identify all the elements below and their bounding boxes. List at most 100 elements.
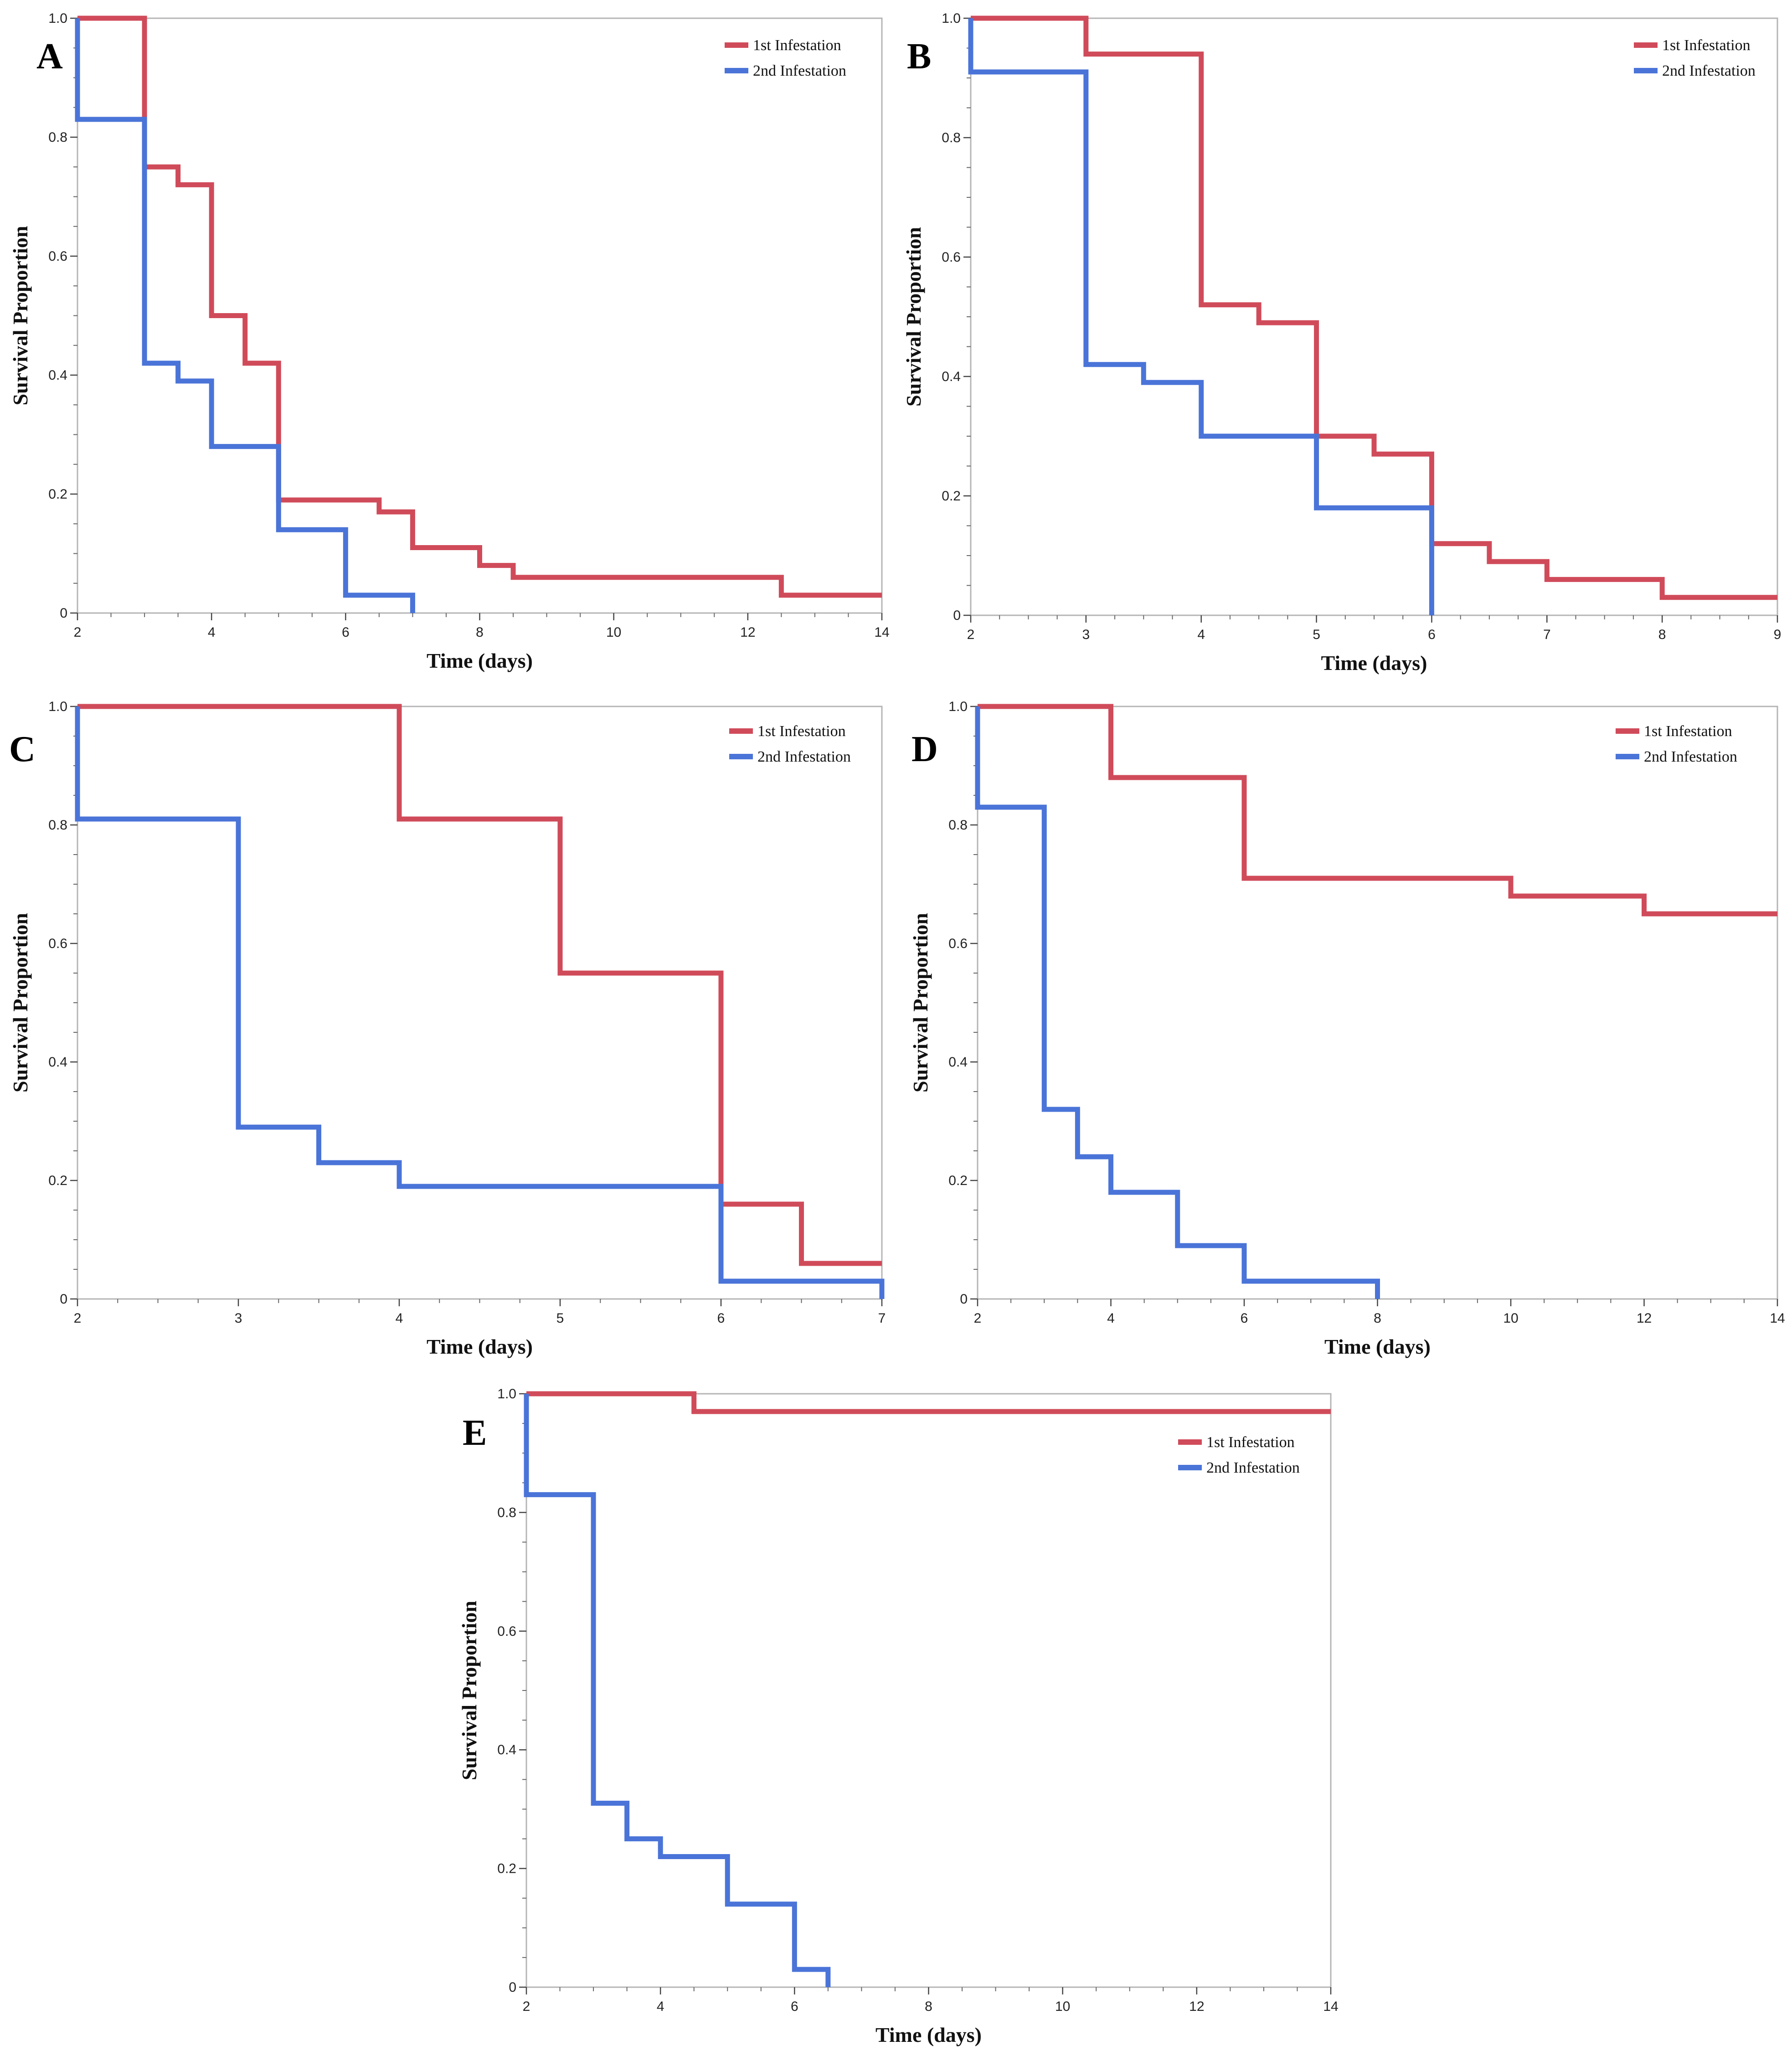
- x-tick-label: 2: [74, 625, 82, 640]
- x-axis-title: Time (days): [427, 649, 533, 672]
- series-first-infestation: [977, 704, 1778, 917]
- plot-frame: [77, 17, 883, 614]
- panel-letter: A: [36, 36, 63, 77]
- legend-label: 2nd Infestation: [1662, 62, 1756, 79]
- survival-curve: [75, 706, 885, 1299]
- y-tick-label: 1.0: [942, 11, 961, 26]
- y-tick-label: 0.8: [497, 1505, 516, 1520]
- panel-letter: B: [907, 36, 931, 77]
- legend-label: 1st Infestation: [1662, 37, 1751, 54]
- survival-curve: [77, 15, 882, 598]
- x-tick-label: 10: [1055, 1999, 1070, 2014]
- legend-label: 1st Infestation: [757, 723, 846, 740]
- survival-curve: [526, 1391, 1331, 1414]
- x-tick-label: 3: [235, 1311, 242, 1326]
- y-axis-title: Survival Proportion: [902, 227, 925, 407]
- legend-label: 1st Infestation: [753, 37, 841, 54]
- series-second-infestation: [975, 706, 1380, 1299]
- x-tick-label: 7: [1543, 627, 1551, 642]
- x-tick-label: 5: [1313, 627, 1320, 642]
- y-tick-label: 0: [60, 606, 67, 621]
- y-tick-label: 0.2: [48, 487, 67, 502]
- x-tick-label: 12: [1189, 1999, 1204, 2014]
- x-tick-label: 6: [791, 1999, 798, 2014]
- x-tick-label: 2: [523, 1999, 530, 2014]
- y-tick-label: 0.6: [942, 250, 961, 265]
- y-tick-label: 0.4: [48, 368, 67, 383]
- x-tick-label: 12: [1637, 1311, 1652, 1326]
- x-tick-label: 9: [1774, 627, 1782, 642]
- survival-curve: [971, 15, 1777, 600]
- plot-frame: [977, 706, 1778, 1300]
- panel-b: 2 3 4 5 6 7 8 9 0 0.2 0.4 0.6 0.8 1.0 Time (days) Survi…: [902, 11, 1781, 675]
- y-tick-label: 0.6: [48, 249, 67, 264]
- legend-label: 2nd Infestation: [753, 62, 846, 79]
- x-axis-title: Time (days): [1321, 651, 1427, 675]
- x-tick-label: 4: [396, 1311, 403, 1326]
- y-tick-label: 0.6: [948, 936, 968, 951]
- legend-label: 2nd Infestation: [1644, 748, 1737, 765]
- y-tick-label: 0.2: [48, 1173, 67, 1188]
- series-second-infestation: [75, 18, 415, 613]
- x-tick-label: 10: [1503, 1311, 1518, 1326]
- survival-curve: [968, 18, 1434, 615]
- panel-c: 2 3 4 5 6 7 0 0.2 0.4 0.6 0.8 1.0 Time (days) Surviva…: [9, 699, 886, 1358]
- y-tick-label: 0.8: [948, 818, 968, 833]
- x-axis-title: Time (days): [427, 1335, 533, 1358]
- x-axis-title: Time (days): [1324, 1335, 1431, 1358]
- survival-curve: [77, 704, 882, 1266]
- y-tick-label: 0.4: [48, 1055, 67, 1070]
- x-tick-label: 14: [1323, 1999, 1338, 2014]
- series-first-infestation: [526, 1391, 1331, 1414]
- y-tick-label: 1.0: [48, 699, 67, 714]
- y-tick-label: 1.0: [948, 699, 968, 714]
- series-first-infestation: [970, 15, 1778, 600]
- plot-frame: [525, 1393, 1332, 1988]
- panel-letter: C: [9, 729, 36, 769]
- x-tick-label: 4: [1197, 627, 1205, 642]
- legend: 1st Infestation 2nd Infestation: [1178, 1434, 1300, 1476]
- x-axis-title: Time (days): [875, 2023, 982, 2046]
- x-tick-label: 5: [556, 1311, 564, 1326]
- y-tick-label: 0: [960, 1292, 968, 1307]
- series-second-infestation: [75, 706, 885, 1299]
- x-tick-label: 8: [1374, 1311, 1381, 1326]
- y-tick-label: 0.2: [948, 1173, 968, 1188]
- legend: 1st Infestation 2nd Infestation: [1634, 37, 1756, 79]
- plot-frame: [970, 17, 1778, 616]
- y-axis-title: Survival Proportion: [458, 1601, 481, 1780]
- y-axis-title: Survival Proportion: [9, 226, 32, 405]
- y-tick-label: 0.2: [497, 1861, 516, 1876]
- y-tick-label: 0.8: [48, 818, 67, 833]
- series-second-infestation: [968, 18, 1434, 616]
- survival-curve: [975, 706, 1380, 1299]
- x-tick-label: 10: [606, 625, 621, 640]
- y-tick-label: 0: [509, 1980, 516, 1995]
- y-tick-label: 0: [953, 608, 961, 623]
- x-tick-label: 6: [1241, 1311, 1248, 1326]
- panel-d: 2 4 6 8 10 12 14 0 0.2 0.4 0.6 0.8 1.0 Time (days) Sur…: [909, 699, 1785, 1358]
- y-tick-label: 0.8: [48, 130, 67, 145]
- legend-label: 1st Infestation: [1206, 1434, 1295, 1451]
- legend: 1st Infestation 2nd Infestation: [729, 723, 851, 765]
- x-tick-label: 4: [1107, 1311, 1115, 1326]
- y-axis-title: Survival Proportion: [9, 913, 32, 1092]
- y-tick-label: 1.0: [48, 11, 67, 26]
- legend-label: 2nd Infestation: [757, 748, 851, 765]
- legend: 1st Infestation 2nd Infestation: [1616, 723, 1737, 765]
- panel-letter: E: [463, 1413, 487, 1453]
- survival-curve: [978, 704, 1777, 917]
- x-tick-label: 8: [476, 625, 484, 640]
- y-tick-label: 0.4: [497, 1742, 516, 1757]
- survival-curve: [75, 18, 415, 613]
- y-tick-label: 0.4: [948, 1055, 968, 1070]
- y-tick-label: 0.6: [497, 1624, 516, 1639]
- x-tick-label: 6: [342, 625, 350, 640]
- y-tick-label: 1.0: [497, 1386, 516, 1402]
- x-tick-label: 4: [208, 625, 216, 640]
- y-tick-label: 0.4: [942, 369, 961, 384]
- series-first-infestation: [77, 15, 882, 598]
- x-tick-label: 2: [974, 1311, 982, 1326]
- panel-e: 2 4 6 8 10 12 14 0 0.2 0.4 0.6 0.8 1.0 Time (days) Sur…: [458, 1386, 1339, 2046]
